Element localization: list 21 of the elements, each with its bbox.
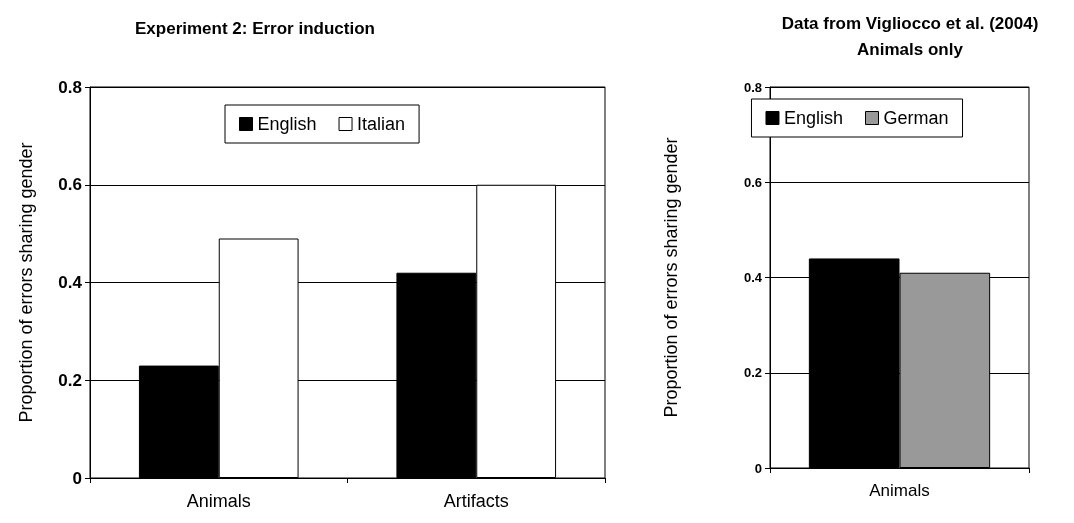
y-tick-label: 0.2 bbox=[743, 365, 762, 381]
x-tick-label: Animals bbox=[186, 491, 251, 511]
y-tick-label: 0.6 bbox=[58, 175, 82, 195]
y-tick-label: 0 bbox=[72, 468, 82, 488]
chart-title: Experiment 2: Error induction bbox=[135, 18, 375, 38]
y-axis-title: Proportion of errors sharing gender bbox=[661, 137, 681, 418]
legend-label: English bbox=[783, 108, 844, 128]
legend-label: German bbox=[883, 108, 949, 128]
x-tick-label: Artifacts bbox=[443, 491, 509, 511]
y-tick-label: 0.4 bbox=[743, 270, 763, 285]
chart-title: Data from Vigliocco et al. (2004) Animals only bbox=[781, 13, 1039, 59]
y-tick-label: 0.8 bbox=[743, 79, 762, 95]
y-axis-title: Proportion of errors sharing gender bbox=[16, 142, 36, 423]
y-tick-label: 0.6 bbox=[743, 174, 762, 190]
y-tick-label: 0.2 bbox=[58, 370, 82, 390]
y-tick-label: 0.4 bbox=[58, 273, 83, 292]
legend-label: Italian bbox=[357, 114, 406, 134]
x-tick-label: Animals bbox=[869, 481, 930, 500]
y-tick-label: 0.8 bbox=[58, 77, 82, 97]
legend-label: English bbox=[257, 114, 317, 134]
y-tick-label: 0 bbox=[754, 460, 762, 476]
